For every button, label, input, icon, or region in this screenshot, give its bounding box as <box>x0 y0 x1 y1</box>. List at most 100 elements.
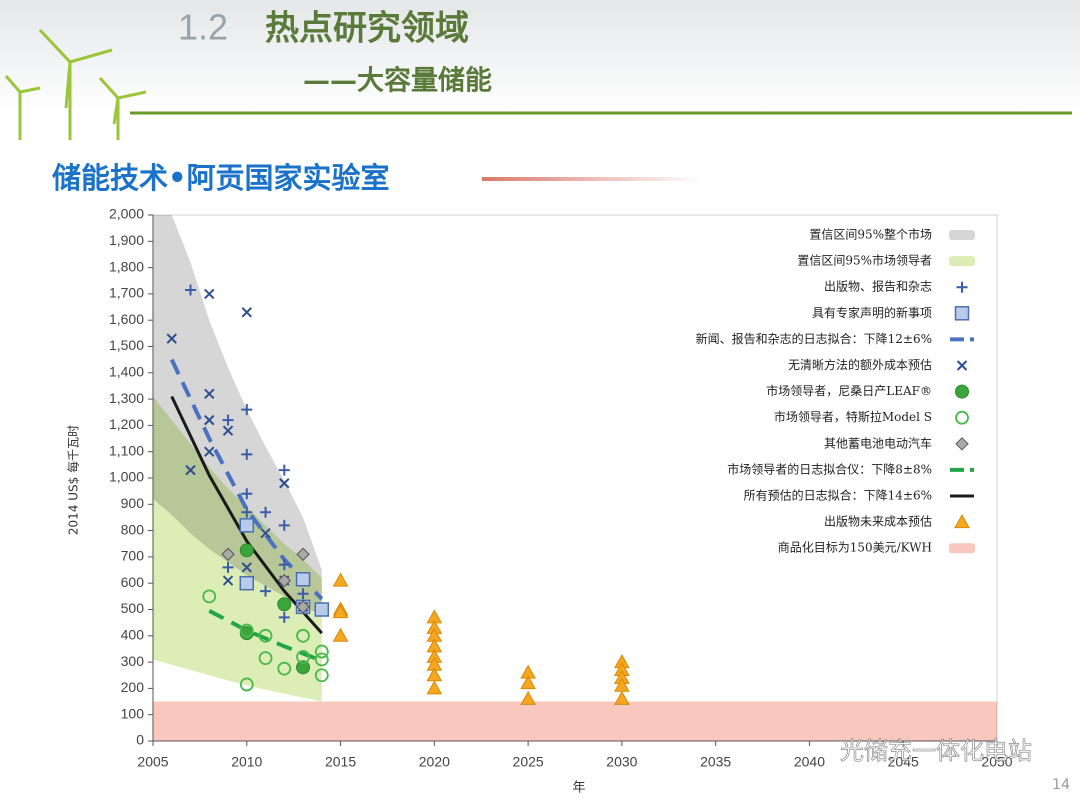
plus-marker <box>241 404 253 416</box>
legend-label: 商品化目标为150美元/KWH <box>778 540 932 555</box>
confidence-band <box>153 396 322 702</box>
ring-marker <box>258 651 273 666</box>
cross-marker <box>185 464 196 476</box>
plus-marker <box>260 506 272 518</box>
cross-marker <box>204 446 215 457</box>
y-tick-label: 1,100 <box>109 442 144 458</box>
section-title: 储能技术•阿贡国家实验室 <box>52 161 390 195</box>
legend-label: 其他蓄电池电动汽车 <box>824 435 932 450</box>
y-tick-label: 1,900 <box>109 232 144 248</box>
plus-marker <box>278 559 290 571</box>
chart: 0 100 200 300 400 500 600 700 800 900 1,000 1,100 1,… <box>66 206 1013 796</box>
fit-line <box>208 609 323 663</box>
legend-label: 市场领导者，特斯拉Model S <box>774 409 932 424</box>
y-tick-label: 1,400 <box>109 364 144 380</box>
y-tick-label: 300 <box>121 653 145 669</box>
y-tick-label: 600 <box>121 574 145 590</box>
fit-line <box>169 358 324 601</box>
cross-marker <box>204 388 215 400</box>
dot-marker <box>955 384 969 399</box>
x-tick-label: 2035 <box>700 754 731 770</box>
ring-marker <box>202 589 217 604</box>
plus-marker <box>278 611 290 623</box>
legend-label: 市场领导者的日志拟合仪：下降8±8% <box>727 461 932 476</box>
dot-marker <box>296 660 311 675</box>
x-tick-label: 2005 <box>137 754 168 770</box>
x-tick-label: 2050 <box>981 754 1012 770</box>
ring-marker <box>314 644 329 659</box>
triangle-marker <box>332 627 349 642</box>
square-marker <box>314 602 330 617</box>
triangle-marker <box>520 690 536 705</box>
square-marker <box>239 575 255 591</box>
plus-marker <box>241 506 253 518</box>
triangle-marker <box>520 675 536 690</box>
page-number: 14 <box>1052 777 1070 793</box>
dot-marker <box>277 597 292 612</box>
triangle-marker <box>332 572 349 587</box>
legend-label: 出版物未来成本预估 <box>824 515 932 529</box>
x-tick-label: 2020 <box>419 754 450 770</box>
ring-marker <box>955 410 969 425</box>
x-tick-label: 2010 <box>231 754 262 770</box>
diamond-marker <box>277 573 291 588</box>
legend-label: 新闻、报告和杂志的日志拟合：下降12±6% <box>696 331 932 346</box>
ring-marker <box>314 668 329 683</box>
y-tick-label: 900 <box>121 495 145 511</box>
legend-label: 市场领导者，尼桑日产LEAF® <box>766 383 932 398</box>
y-tick-label: 700 <box>121 548 145 564</box>
legend-label: 所有预估的日志拟合：下降14±6% <box>744 488 932 503</box>
cross-marker <box>279 478 290 489</box>
y-tick-label: 1,700 <box>109 285 144 301</box>
x-axis-label: 年 <box>572 781 585 796</box>
cross-marker <box>166 333 177 344</box>
cross-marker <box>204 414 215 426</box>
diamond-marker <box>296 547 310 561</box>
y-tick-label: 500 <box>121 600 145 616</box>
ring-marker <box>296 628 310 643</box>
square-marker <box>239 518 255 533</box>
cross-marker <box>241 562 252 573</box>
confidence-band <box>153 701 997 741</box>
legend-label: 置信区间95%市场领导者 <box>797 253 932 268</box>
cross-marker <box>956 360 968 371</box>
plus-marker <box>222 414 234 426</box>
cross-marker <box>241 307 252 318</box>
plus-marker <box>278 464 290 476</box>
plus-marker <box>278 519 290 531</box>
y-tick-label: 1,600 <box>109 311 144 327</box>
triangle-marker <box>332 604 349 619</box>
legend-label: 出版物、报告和杂志 <box>824 279 932 294</box>
plus-marker <box>297 588 309 600</box>
section-rule <box>482 177 702 181</box>
ring-marker <box>314 652 329 667</box>
plus-marker <box>222 561 234 573</box>
triangle-marker <box>426 680 443 695</box>
ring-marker <box>239 677 254 692</box>
triangle-marker <box>954 514 970 529</box>
y-tick-label: 200 <box>121 679 145 695</box>
y-tick-label: 2,000 <box>109 206 144 222</box>
diamond-marker <box>955 437 969 451</box>
cross-marker <box>222 425 234 436</box>
cross-marker <box>204 288 215 300</box>
x-tick-label: 2040 <box>794 754 825 770</box>
ring-marker <box>277 661 292 676</box>
y-tick-label: 1,200 <box>109 416 144 432</box>
plus-marker <box>185 284 197 296</box>
cross-marker <box>260 528 271 539</box>
ring-marker <box>296 649 310 664</box>
square-marker <box>295 572 311 587</box>
y-tick-label: 1,500 <box>109 337 144 353</box>
x-tick-label: 2045 <box>888 754 919 770</box>
plus-marker <box>956 281 968 293</box>
triangle-marker <box>614 690 630 705</box>
legend-label: 具有专家声明的新事项 <box>812 305 932 320</box>
title-number: 1.2 <box>178 7 228 48</box>
square-marker <box>954 306 970 321</box>
plus-marker <box>241 488 253 500</box>
title: 热点研究领域 <box>265 9 469 49</box>
diamond-marker <box>296 600 310 614</box>
x-tick-label: 2025 <box>513 754 544 770</box>
